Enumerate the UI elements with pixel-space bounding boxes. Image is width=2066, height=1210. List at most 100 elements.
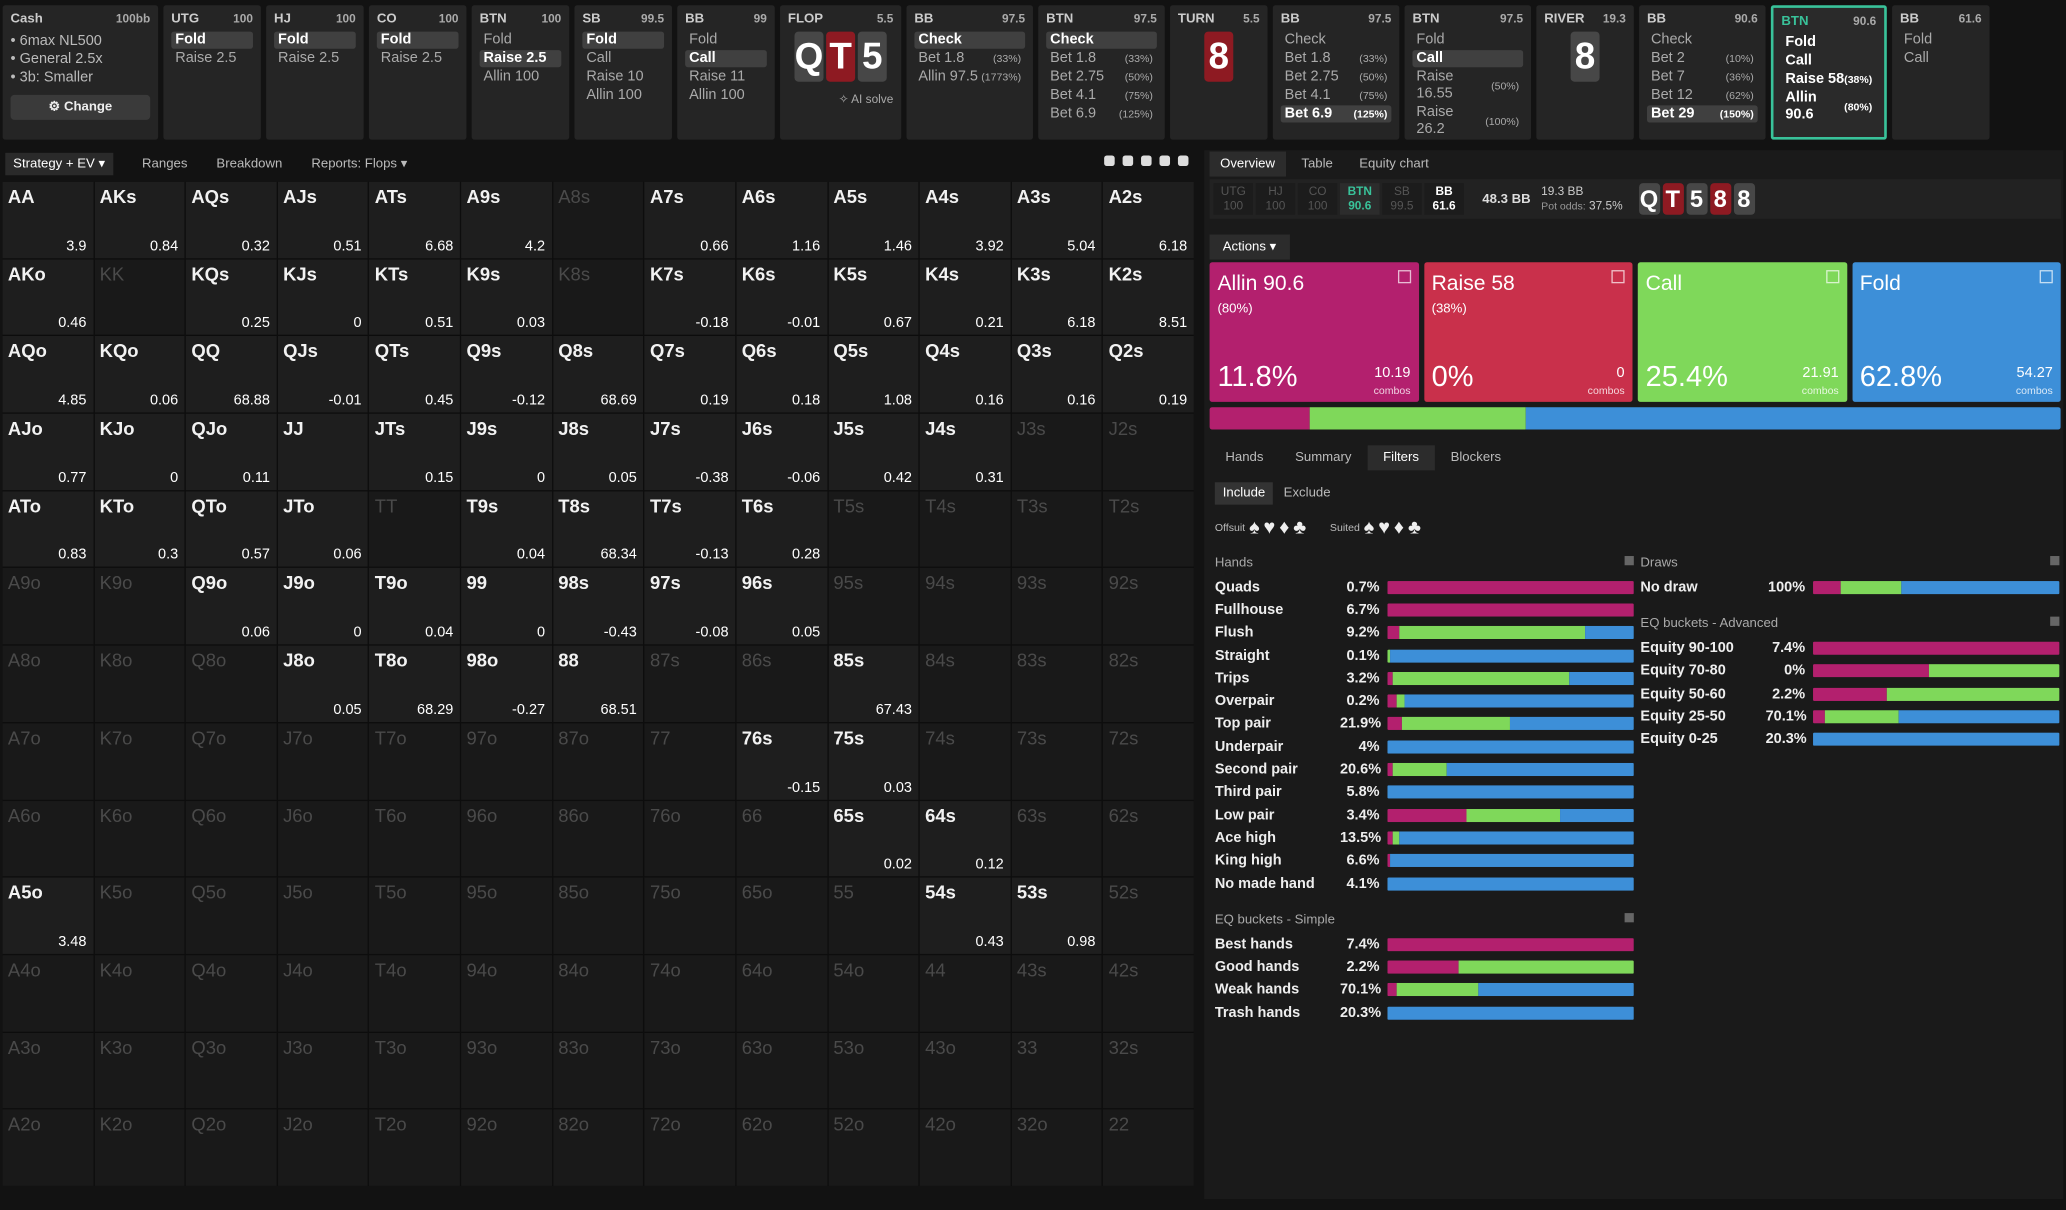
hand-cell[interactable]: 85o xyxy=(552,877,644,954)
action-node[interactable]: CO 100 Fold Raise 2.5 xyxy=(368,5,467,140)
hand-cell[interactable]: QTs 0.45 xyxy=(369,336,460,413)
board-node[interactable]: RIVER 19.3 8 xyxy=(1536,5,1634,140)
hand-cell[interactable]: 83o xyxy=(552,1032,644,1109)
action-option[interactable]: Raise 2.5 xyxy=(171,50,253,67)
player[interactable]: BB 61.6 xyxy=(1424,183,1464,215)
hand-cell[interactable]: T6s 0.28 xyxy=(736,491,827,568)
hand-cell[interactable]: 96s 0.05 xyxy=(736,568,827,645)
hand-cell[interactable]: Q4s 0.16 xyxy=(919,336,1011,413)
hand-cell[interactable]: 53s 0.98 xyxy=(1011,877,1103,954)
filter-row[interactable]: Third pair 5.8% xyxy=(1215,781,1634,804)
toolbar-item[interactable]: Strategy + EV xyxy=(5,152,114,175)
hand-cell[interactable]: 33 xyxy=(1011,1032,1103,1109)
hand-cell[interactable]: Q9o 0.06 xyxy=(186,568,277,645)
hand-cell[interactable]: 82o xyxy=(552,1109,644,1186)
action-option[interactable]: Bet 4.1 (75%) xyxy=(1281,87,1392,104)
hand-cell[interactable]: JTs 0.15 xyxy=(369,413,460,490)
sub-tab[interactable]: Hands xyxy=(1225,450,1264,466)
hand-cell[interactable]: Q7s 0.19 xyxy=(644,336,736,413)
hand-cell[interactable]: 93o xyxy=(461,1032,552,1109)
hand-cell[interactable]: J9o 0 xyxy=(277,568,369,645)
hand-cell[interactable]: 87o xyxy=(552,723,644,800)
hand-cell[interactable]: 74o xyxy=(644,955,736,1032)
hand-cell[interactable]: 87s xyxy=(644,645,736,722)
hand-cell[interactable]: 64s 0.12 xyxy=(919,800,1011,877)
hand-cell[interactable]: J5o xyxy=(277,877,369,954)
hand-cell[interactable]: 94o xyxy=(461,955,552,1032)
hand-cell[interactable]: J8o 0.05 xyxy=(277,645,369,722)
hand-cell[interactable]: T2o xyxy=(369,1109,460,1186)
hand-cell[interactable]: AJs 0.51 xyxy=(277,181,369,258)
hand-cell[interactable]: KTs 0.51 xyxy=(369,259,460,336)
tab[interactable]: Table xyxy=(1301,156,1333,171)
action-option[interactable]: Check xyxy=(1046,31,1157,49)
filter-row[interactable]: Top pair 21.9% xyxy=(1215,713,1634,736)
hand-cell[interactable]: K4o xyxy=(94,955,185,1032)
hand-cell[interactable]: 86o xyxy=(552,800,644,877)
hand-cell[interactable]: AA 3.9 xyxy=(2,181,94,258)
hand-cell[interactable]: Q5s 1.08 xyxy=(828,336,919,413)
hand-cell[interactable]: K3s 6.18 xyxy=(1011,259,1103,336)
hand-cell[interactable]: 96o xyxy=(461,800,552,877)
hand-cell[interactable]: J8s 0.05 xyxy=(552,413,644,490)
filter-row[interactable]: Ace high 13.5% xyxy=(1215,826,1634,849)
action-card[interactable]: Call 25.4% 21.91 combos xyxy=(1637,262,1847,402)
player[interactable]: CO 100 xyxy=(1297,183,1338,215)
hand-cell[interactable]: 75s 0.03 xyxy=(828,723,919,800)
hand-cell[interactable]: J7s -0.38 xyxy=(644,413,736,490)
hand-cell[interactable]: 72s xyxy=(1103,723,1194,800)
hand-cell[interactable]: 54o xyxy=(828,955,919,1032)
action-option[interactable]: Bet 12 (62%) xyxy=(1647,87,1758,104)
action-option[interactable]: Call xyxy=(1900,50,1982,67)
board-node[interactable]: FLOP 5.5 QT5 AI solve xyxy=(780,5,902,140)
filter-row[interactable]: No draw 100% xyxy=(1640,576,2060,599)
hand-cell[interactable]: T6o xyxy=(369,800,460,877)
action-option[interactable]: Raise 2.5 xyxy=(274,50,356,67)
hand-cell[interactable]: 82s xyxy=(1103,645,1194,722)
hand-cell[interactable]: 99 0 xyxy=(461,568,552,645)
action-node[interactable]: BTN 100 Fold Raise 2.5 Allin 100 xyxy=(471,5,570,140)
player[interactable]: HJ 100 xyxy=(1255,183,1296,215)
action-option[interactable]: Allin 100 xyxy=(685,87,767,104)
hand-cell[interactable]: 55 xyxy=(828,877,919,954)
hand-cell[interactable]: A2s 6.18 xyxy=(1103,181,1194,258)
hand-cell[interactable]: Q8s 68.69 xyxy=(552,336,644,413)
hand-cell[interactable]: 66 xyxy=(736,800,827,877)
filter-row[interactable]: Overpair 0.2% xyxy=(1215,690,1634,713)
action-option[interactable]: Bet 2.75 (50%) xyxy=(1281,69,1392,86)
player[interactable]: SB 99.5 xyxy=(1382,183,1422,215)
hand-cell[interactable]: K4s 0.21 xyxy=(919,259,1011,336)
hand-cell[interactable]: ATs 6.68 xyxy=(369,181,460,258)
hand-cell[interactable]: T7o xyxy=(369,723,460,800)
hand-cell[interactable]: 86s xyxy=(736,645,827,722)
hand-cell[interactable]: T9o 0.04 xyxy=(369,568,460,645)
hand-cell[interactable]: 43o xyxy=(919,1032,1011,1109)
action-option[interactable]: Allin 90.6 (80%) xyxy=(1781,90,1876,124)
hand-cell[interactable]: 73s xyxy=(1011,723,1103,800)
hand-cell[interactable]: J3s xyxy=(1011,413,1103,490)
action-node[interactable]: UTG 100 Fold Raise 2.5 xyxy=(163,5,261,140)
hand-cell[interactable]: Q6o xyxy=(186,800,277,877)
hand-cell[interactable]: 42o xyxy=(919,1109,1011,1186)
filter-row[interactable]: Good hands 2.2% xyxy=(1215,956,1634,979)
hand-cell[interactable]: 32s xyxy=(1103,1032,1194,1109)
hand-cell[interactable]: A4s 3.92 xyxy=(919,181,1011,258)
hand-cell[interactable]: JJ xyxy=(277,413,369,490)
filter-row[interactable]: King high 6.6% xyxy=(1215,849,1634,872)
action-card[interactable]: Allin 90.6 (80%) 11.8% 10.19 combos xyxy=(1209,262,1419,402)
hand-cell[interactable]: K6o xyxy=(94,800,185,877)
hand-cell[interactable]: A7o xyxy=(2,723,94,800)
hand-cell[interactable]: 97o xyxy=(461,723,552,800)
hand-cell[interactable]: 98s -0.43 xyxy=(552,568,644,645)
action-option[interactable]: Raise 2.5 xyxy=(479,50,562,68)
action-option[interactable]: Raise 10 xyxy=(582,69,664,86)
action-option[interactable]: Bet 6.9 (125%) xyxy=(1046,105,1157,122)
action-option[interactable]: Check xyxy=(1647,32,1758,49)
hand-cell[interactable]: KJo 0 xyxy=(94,413,185,490)
hand-cell[interactable]: 52s xyxy=(1103,877,1194,954)
hand-cell[interactable]: 65s 0.02 xyxy=(828,800,919,877)
hand-cell[interactable]: J3o xyxy=(277,1032,369,1109)
hand-cell[interactable]: 95s xyxy=(828,568,919,645)
hand-cell[interactable]: KJs 0 xyxy=(277,259,369,336)
hand-cell[interactable]: 74s xyxy=(919,723,1011,800)
